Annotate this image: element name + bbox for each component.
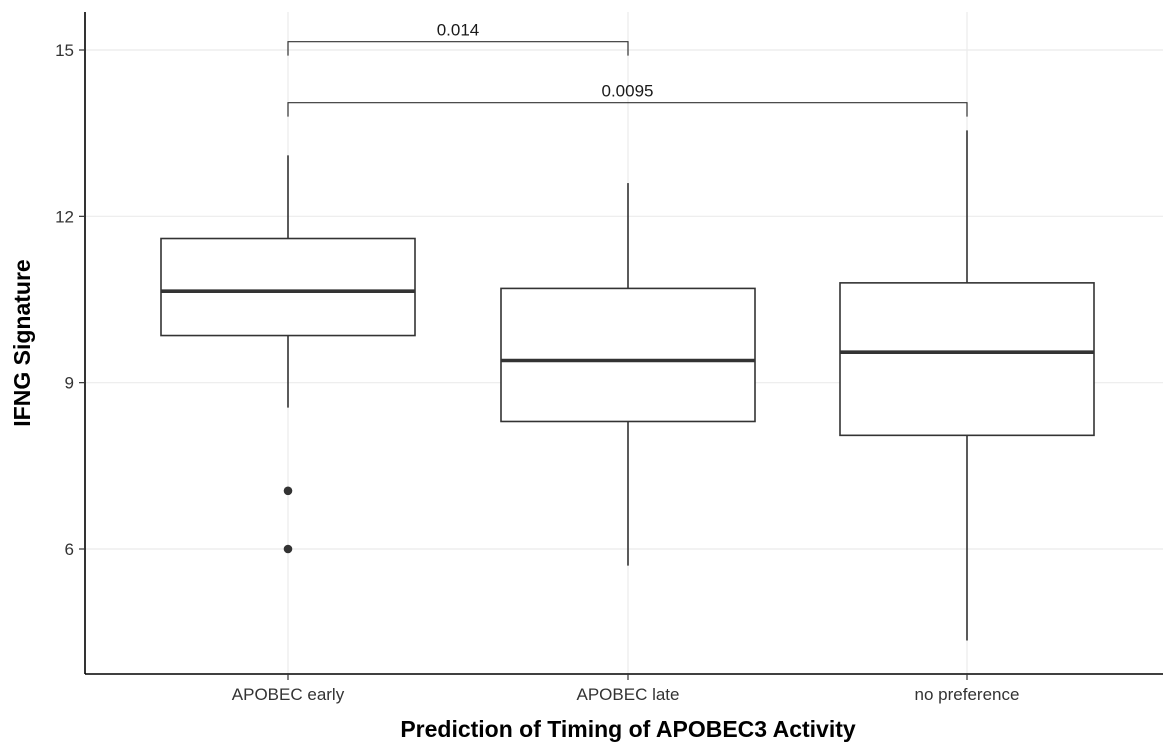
box-group <box>160 155 416 554</box>
box-iqr <box>160 237 416 337</box>
y-tick-label: 12 <box>55 207 74 226</box>
p-value-label: 0.0095 <box>602 82 654 101</box>
y-tick-label: 9 <box>65 374 74 393</box>
axes <box>84 12 1163 675</box>
box-group <box>839 130 1095 641</box>
outlier-point <box>283 486 293 496</box>
ticks: 6 9 12 15 APOBEC early APOBEC late no preferen… <box>55 41 1019 704</box>
x-tick-label: APOBEC late <box>577 685 680 704</box>
comparison-bracket: 0.014 <box>287 21 629 56</box>
comparison-bracket: 0.0095 <box>287 82 968 117</box>
box-group <box>500 183 756 566</box>
bracket-line <box>287 41 629 56</box>
y-tick-label: 6 <box>65 540 74 559</box>
box-iqr <box>500 287 756 423</box>
box-iqr <box>839 282 1095 437</box>
boxes <box>160 130 1095 641</box>
bracket-line <box>287 102 968 117</box>
significance-brackets: 0.014 0.0095 <box>287 21 968 117</box>
y-axis-title: IFNG Signature <box>9 259 35 426</box>
x-tick-label: no preference <box>915 685 1020 704</box>
p-value-label: 0.014 <box>437 21 480 40</box>
x-axis-title: Prediction of Timing of APOBEC3 Activity <box>400 716 856 742</box>
y-tick-label: 15 <box>55 41 74 60</box>
outlier-point <box>283 544 293 554</box>
x-tick-label: APOBEC early <box>232 685 345 704</box>
